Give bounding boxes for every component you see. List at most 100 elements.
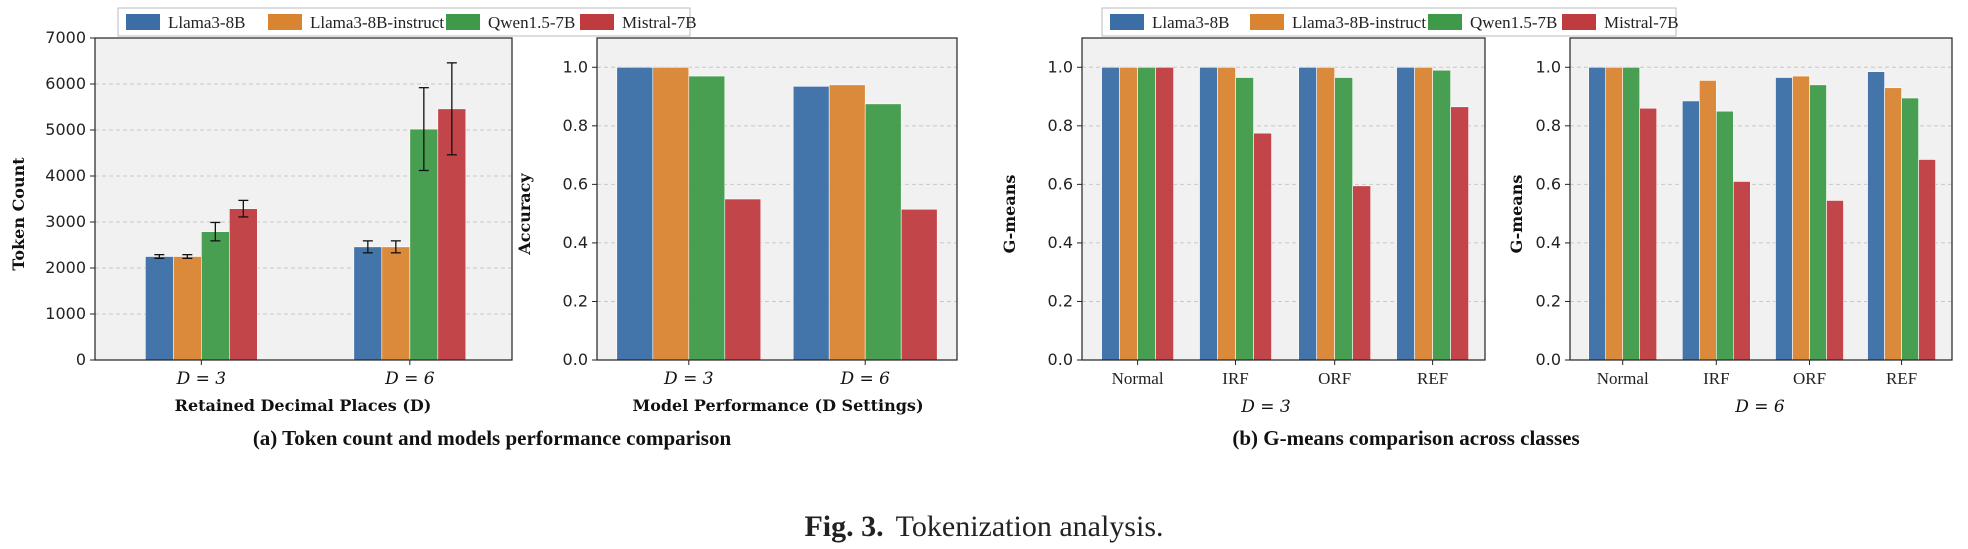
legend-b-label-1: Llama3-8B-instruct — [1292, 13, 1426, 32]
chart-gmeans-d3: 0.0 0.2 0.4 0.6 0.8 1.0 Normal IRF ORF REF — [1048, 37, 1486, 388]
accuracy-ytick-label: 0.0 — [563, 350, 588, 369]
legend-b-item-3: Mistral-7B — [1562, 13, 1679, 32]
legend-a-swatch-2 — [446, 14, 480, 30]
token-xtick-label: D = 3 — [176, 369, 227, 389]
gmeans6-bar-mistral-7b-1 — [1733, 181, 1751, 361]
gmeans6-bar-mistral-7b-3 — [1918, 159, 1936, 361]
legend-a: Llama3-8B Llama3-8B-instruct Qwen1.5-7B … — [117, 7, 697, 37]
accuracy-xtick-label: D = 3 — [663, 369, 714, 389]
legend-a-item-1: Llama3-8B-instruct — [268, 13, 444, 32]
gmeans6-ytick-label: 0.2 — [1536, 291, 1561, 310]
legend-a-swatch-0 — [126, 14, 160, 30]
figure-caption-text: Tokenization analysis. — [896, 510, 1164, 543]
accuracy-ytick-label: 0.6 — [563, 174, 588, 193]
gmeans6-bar-llama3-8b-instruct-0 — [1605, 66, 1624, 361]
gmeans6-bar-qwen1-5-7b-1 — [1716, 110, 1734, 361]
gmeans3-bar-llama3-8b-2 — [1298, 66, 1317, 361]
gmeans6-ytick-label: 0.8 — [1536, 116, 1561, 135]
token-ytick-label: 5000 — [45, 120, 86, 139]
gmeans3-bar-qwen1-5-7b-3 — [1432, 69, 1451, 361]
chart-token-count: 0 1000 2000 3000 4000 5000 6000 7000 D = 3 D = 6 — [45, 28, 513, 389]
gmeans6-bar-llama3-8b-3 — [1867, 71, 1885, 361]
token-ytick-label: 1000 — [45, 304, 86, 323]
token-ytick-label: 4000 — [45, 166, 86, 185]
accuracy-bar-qwen1-5-7b-0 — [688, 75, 726, 361]
gmeans6-bar-mistral-7b-0 — [1639, 107, 1658, 361]
gmeans6-bar-qwen1-5-7b-3 — [1901, 97, 1919, 361]
legend-b-item-1: Llama3-8B-instruct — [1250, 13, 1426, 32]
gmeans3-bar-llama3-8b-instruct-1 — [1217, 66, 1236, 361]
gmeans3-bar-qwen1-5-7b-1 — [1235, 77, 1254, 361]
gmeans3-bar-mistral-7b-3 — [1450, 106, 1469, 361]
gmeans6-frame — [1569, 37, 1953, 361]
gmeans6-bar-llama3-8b-instruct-3 — [1884, 87, 1902, 361]
gmeans6-bar-llama3-8b-0 — [1588, 66, 1607, 361]
gmeans6-ytick-label: 0.4 — [1536, 233, 1561, 252]
accuracy-frame — [596, 37, 958, 361]
gmeans6-bar-qwen1-5-7b-0 — [1622, 66, 1641, 361]
token-xlabel: Retained Decimal Places (D) — [175, 396, 432, 415]
gmeans6-ylabel: G-means — [1507, 175, 1526, 254]
legend-b-label-3: Mistral-7B — [1604, 13, 1679, 32]
caption-b: (b) G-means comparison across classes — [1232, 426, 1579, 450]
accuracy-bar-mistral-7b-0 — [724, 198, 762, 361]
gmeans6-xtick-label: Normal — [1597, 369, 1649, 388]
accuracy-xlabel: Model Performance (D Settings) — [632, 396, 923, 415]
gmeans3-xlabel: D = 3 — [1240, 397, 1291, 417]
accuracy-bar-llama3-8b-0 — [616, 66, 654, 361]
chart-gmeans-d6: 0.0 0.2 0.4 0.6 0.8 1.0 Normal IRF ORF REF — [1536, 37, 1953, 388]
gmeans6-ytick-label: 1.0 — [1536, 57, 1561, 76]
gmeans3-xtick-label: Normal — [1112, 369, 1164, 388]
legend-a-swatch-3 — [580, 14, 614, 30]
gmeans3-bar-qwen1-5-7b-0 — [1137, 66, 1156, 361]
gmeans3-bar-qwen1-5-7b-2 — [1334, 77, 1353, 361]
gmeans6-xtick-label: IRF — [1703, 369, 1729, 388]
token-bar-llama3-8b-instruct-1 — [381, 246, 411, 361]
accuracy-ytick-label: 0.2 — [563, 291, 588, 310]
legend-a-label-3: Mistral-7B — [622, 13, 697, 32]
legend-a-label-1: Llama3-8B-instruct — [310, 13, 444, 32]
token-ylabel: Token Count — [9, 157, 28, 271]
legend-b-item-2: Qwen1.5-7B — [1428, 13, 1557, 32]
figure-caption: Fig. 3. Tokenization analysis. — [804, 510, 1163, 543]
gmeans3-bar-llama3-8b-instruct-2 — [1316, 66, 1335, 361]
chart-accuracy: 0.0 0.2 0.4 0.6 0.8 1.0 D = 3 D = 6 — [563, 37, 958, 389]
token-bar-llama3-8b-1 — [353, 246, 383, 361]
gmeans3-ytick-label: 0.0 — [1048, 350, 1073, 369]
legend-b-label-0: Llama3-8B — [1152, 13, 1229, 32]
gmeans3-bar-llama3-8b-1 — [1199, 66, 1218, 361]
legend-b-swatch-2 — [1428, 14, 1462, 30]
legend-b-item-0: Llama3-8B — [1110, 13, 1229, 32]
gmeans3-xtick-label: ORF — [1318, 369, 1351, 388]
legend-a-swatch-1 — [268, 14, 302, 30]
token-bar-mistral-7b-0 — [229, 208, 258, 361]
legend-b: Llama3-8B Llama3-8B-instruct Qwen1.5-7B … — [1101, 7, 1679, 37]
gmeans3-bar-mistral-7b-0 — [1155, 66, 1174, 361]
gmeans3-bar-llama3-8b-3 — [1396, 66, 1415, 361]
gmeans3-bar-mistral-7b-1 — [1253, 132, 1272, 361]
legend-b-swatch-0 — [1110, 14, 1144, 30]
legend-b-swatch-3 — [1562, 14, 1596, 30]
gmeans3-ytick-label: 0.8 — [1048, 116, 1073, 135]
gmeans3-bar-mistral-7b-2 — [1352, 185, 1371, 361]
gmeans3-ytick-label: 0.2 — [1048, 291, 1073, 310]
gmeans3-bar-llama3-8b-instruct-3 — [1414, 66, 1433, 361]
gmeans3-bar-llama3-8b-instruct-0 — [1119, 66, 1138, 361]
gmeans3-bar-llama3-8b-0 — [1101, 66, 1120, 361]
accuracy-bar-qwen1-5-7b-1 — [864, 103, 902, 361]
token-ytick-label: 3000 — [45, 212, 86, 231]
accuracy-bar-llama3-8b-1 — [792, 86, 830, 361]
legend-b-label-2: Qwen1.5-7B — [1470, 13, 1557, 32]
gmeans3-frame — [1081, 37, 1486, 361]
gmeans6-bar-llama3-8b-instruct-2 — [1792, 75, 1810, 361]
gmeans3-ylabel: G-means — [1000, 175, 1019, 254]
caption-a: (a) Token count and models performance c… — [253, 426, 732, 450]
legend-a-item-0: Llama3-8B — [126, 13, 245, 32]
gmeans6-xlabel: D = 6 — [1734, 397, 1785, 417]
gmeans3-xtick-label: IRF — [1222, 369, 1248, 388]
gmeans6-bar-mistral-7b-2 — [1826, 200, 1844, 361]
gmeans3-ytick-label: 0.6 — [1048, 174, 1073, 193]
accuracy-ytick-label: 0.8 — [563, 116, 588, 135]
gmeans6-bar-llama3-8b-1 — [1682, 100, 1700, 361]
